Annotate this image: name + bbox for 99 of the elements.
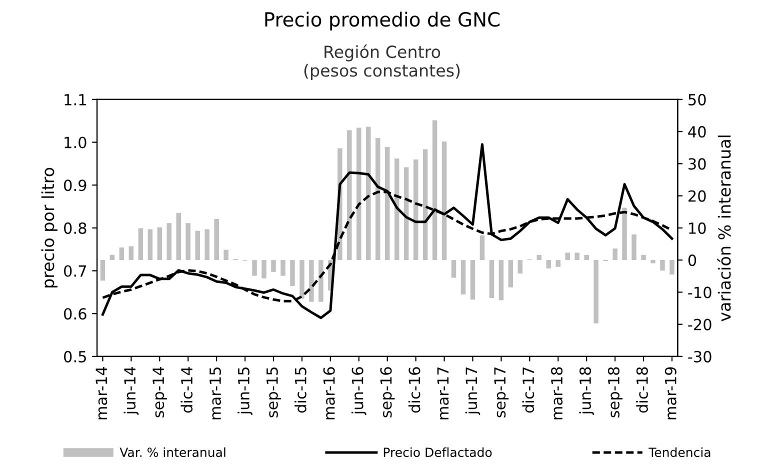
- bar: [422, 149, 428, 260]
- bar: [309, 260, 314, 302]
- x-tick-label: jun-14: [124, 367, 139, 415]
- y2-axis-title: variación % interanual: [717, 136, 731, 322]
- bar: [650, 260, 656, 264]
- x-tick-label: mar-18: [551, 367, 563, 420]
- bar: [214, 218, 219, 260]
- bar: [442, 142, 447, 260]
- y-tick-label: 0.9: [64, 180, 86, 192]
- legend-label: Precio Deflactado: [384, 447, 492, 458]
- bar: [148, 229, 153, 260]
- y-tick-label: 1.1: [64, 94, 86, 106]
- y2-tick-label: 40: [688, 126, 706, 138]
- bar: [280, 260, 286, 276]
- x-tick-label: dic-15: [294, 368, 306, 413]
- x-tick-label: mar-14: [96, 367, 108, 420]
- x-tick-label: mar-19: [664, 367, 676, 420]
- bar: [536, 254, 542, 260]
- x-tick-label: sep-17: [494, 367, 509, 418]
- x-tick-label: jun-15: [238, 367, 252, 415]
- y-tick-label: 1.0: [64, 136, 86, 148]
- x-tick-label: sep-14: [152, 367, 168, 418]
- bar: [262, 260, 266, 278]
- bar: [318, 260, 324, 302]
- x-tick-label: mar-15: [210, 367, 222, 420]
- bar: [138, 228, 144, 260]
- bar: [470, 260, 476, 300]
- bar: [404, 167, 409, 260]
- bar: [110, 254, 115, 260]
- bar: [128, 246, 134, 260]
- bar: [612, 248, 618, 260]
- y-tick-label: 0.7: [64, 265, 86, 277]
- y-tick-label: 0.8: [64, 222, 86, 234]
- bar: [556, 260, 560, 267]
- y2-tick-label: 20: [688, 190, 706, 202]
- bar: [413, 160, 418, 260]
- bar: [498, 260, 504, 300]
- x-tick-label: jun-18: [579, 367, 594, 415]
- x-tick-label: mar-17: [437, 367, 449, 420]
- bar: [186, 223, 190, 260]
- x-tick-label: dic-17: [522, 367, 534, 413]
- x-tick-label: dic-18: [636, 367, 648, 413]
- bar: [632, 234, 636, 260]
- bar: [252, 260, 257, 276]
- legend-label: Tendencia: [648, 447, 710, 458]
- bar: [641, 254, 646, 260]
- x-tick-label: mar-16: [323, 367, 335, 420]
- bar: [489, 260, 494, 298]
- x-tick-label: sep-18: [608, 367, 622, 418]
- y2-tick-label: 0: [688, 254, 696, 266]
- x-tick-label: dic-14: [180, 367, 193, 413]
- bar: [100, 260, 106, 281]
- y-tick-label: 0.5: [64, 350, 86, 362]
- bar: [300, 260, 304, 299]
- bar: [366, 126, 371, 260]
- bar: [432, 120, 438, 260]
- bar: [176, 212, 181, 260]
- y2-tick-label: -20: [688, 318, 712, 330]
- line-series: [101, 143, 674, 320]
- y2-tick-label: 10: [689, 222, 706, 234]
- bar: [594, 260, 598, 324]
- bar: [195, 230, 200, 260]
- bar: [622, 208, 627, 260]
- bar: [375, 138, 380, 260]
- bar: [224, 250, 228, 260]
- y2-tick-label: -30: [688, 350, 712, 362]
- x-tick-label: dic-16: [408, 367, 420, 413]
- bar: [451, 260, 456, 278]
- x-tick-label: jun-16: [351, 367, 366, 415]
- bar: [670, 260, 674, 275]
- bar: [356, 128, 362, 260]
- bar: [660, 260, 665, 271]
- y2-tick-label: -10: [688, 286, 712, 298]
- bar: [546, 260, 552, 268]
- legend-label: Var. % interanual: [120, 447, 226, 458]
- bar: [347, 130, 352, 260]
- x-tick-label: sep-16: [380, 367, 395, 418]
- x-tick-label: jun-17: [465, 367, 480, 415]
- bar: [518, 260, 523, 274]
- y2-tick-label: 30: [688, 158, 706, 170]
- bar: [384, 146, 390, 260]
- bar: [204, 229, 210, 260]
- bar: [166, 223, 172, 260]
- bar: [565, 252, 570, 260]
- bar: [574, 252, 580, 260]
- bar: [584, 254, 589, 260]
- x-tick-label: sep-15: [266, 368, 281, 418]
- bar: [271, 260, 276, 272]
- bar: [508, 260, 514, 288]
- bar: [460, 260, 466, 294]
- bar: [119, 248, 124, 260]
- chart-title: Precio promedio de GNC: [265, 12, 500, 31]
- chart-subtitle: Región Centro (pesos constantes): [304, 44, 460, 80]
- y2-tick-label: 50: [688, 94, 706, 106]
- bar: [290, 260, 295, 286]
- y-axis-title: precio por litro: [41, 168, 58, 288]
- bar: [480, 235, 485, 260]
- y-tick-label: 0.6: [64, 308, 86, 320]
- bar: [157, 227, 162, 260]
